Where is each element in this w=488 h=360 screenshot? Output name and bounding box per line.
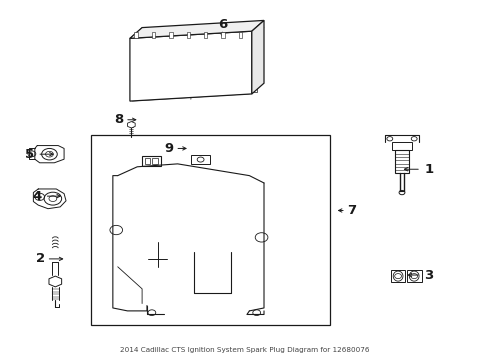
Bar [152, 158, 158, 163]
Bar [390, 270, 405, 282]
Polygon shape [134, 32, 138, 38]
Text: 8: 8 [114, 113, 123, 126]
Text: 9: 9 [164, 142, 173, 155]
Bar [91, 135, 329, 325]
Polygon shape [186, 32, 189, 38]
Polygon shape [151, 32, 155, 38]
Polygon shape [169, 32, 172, 38]
Text: 5: 5 [25, 148, 35, 161]
Text: 2: 2 [36, 252, 45, 265]
Bar [244, 85, 256, 92]
Bar [406, 270, 421, 282]
Polygon shape [127, 122, 135, 128]
Text: 2014 Cadillac CTS Ignition System Spark Plug Diagram for 12680076: 2014 Cadillac CTS Ignition System Spark … [120, 347, 368, 353]
Bar [144, 158, 150, 163]
Polygon shape [238, 32, 242, 38]
Bar [142, 156, 160, 166]
Bar [190, 155, 210, 164]
Bar [135, 90, 147, 98]
Text: 7: 7 [346, 204, 356, 217]
Text: 6: 6 [218, 18, 227, 31]
Text: 4: 4 [33, 190, 42, 203]
Bar [391, 142, 411, 149]
Polygon shape [49, 276, 61, 287]
Text: 3: 3 [423, 269, 432, 282]
Polygon shape [130, 31, 251, 101]
Text: 1: 1 [424, 163, 432, 176]
Polygon shape [203, 32, 207, 38]
Bar [394, 149, 408, 173]
Polygon shape [251, 21, 264, 94]
Polygon shape [221, 32, 224, 38]
Polygon shape [130, 21, 264, 39]
